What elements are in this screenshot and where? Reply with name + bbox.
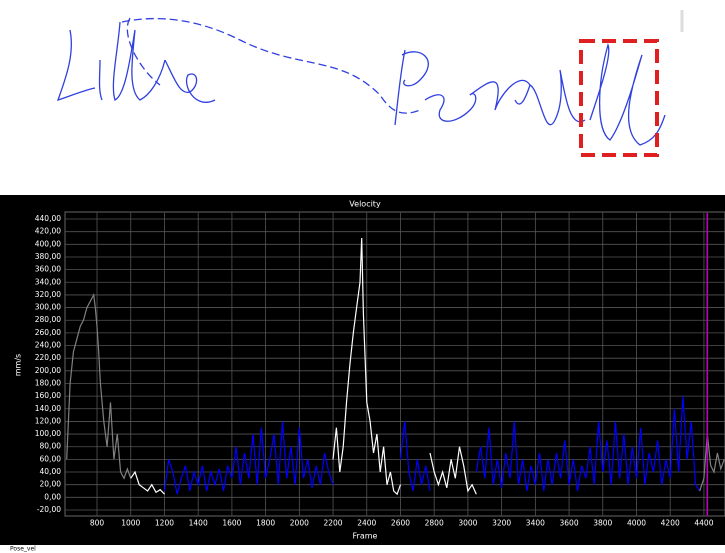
- x-tick-label: 2600: [391, 518, 410, 527]
- y-tick-label: 300,00: [35, 303, 61, 312]
- x-tick-label: 1800: [256, 518, 275, 527]
- y-tick-label: 60,00: [40, 454, 62, 463]
- y-axis-label: mm/s: [14, 354, 23, 376]
- handwriting: [58, 10, 682, 145]
- stroke: [530, 70, 585, 125]
- y-tick-label: 0,00: [44, 492, 61, 501]
- y-tick-label: 440,00: [35, 214, 61, 223]
- y-tick-label: 140,00: [35, 404, 61, 413]
- x-tick-label: 2400: [357, 518, 376, 527]
- screen: Velocity Frame mm/s Pose_vel 440,00 420,0…: [0, 0, 725, 553]
- y-tick-label: 340,00: [35, 277, 61, 286]
- y-tick-label: 320,00: [35, 290, 61, 299]
- x-axis-label: Frame: [353, 532, 378, 541]
- x-tick-label: 800: [90, 518, 105, 527]
- y-tick-label: 80,00: [40, 442, 62, 451]
- x-tick-label: 3800: [593, 518, 612, 527]
- y-tick-label: 240,00: [35, 341, 61, 350]
- y-tick-label: 200,00: [35, 366, 61, 375]
- y-tick-label: 220,00: [35, 353, 61, 362]
- x-tick-label: 1200: [155, 518, 174, 527]
- x-tick-label: 4000: [627, 518, 646, 527]
- stroke: [165, 60, 215, 102]
- y-tick-label: 380,00: [35, 252, 61, 261]
- stroke: [113, 22, 165, 100]
- stroke: [425, 94, 476, 122]
- footer-strip: [0, 545, 725, 553]
- dashed: [122, 19, 420, 114]
- stroke: [470, 80, 530, 110]
- y-tick-label: 260,00: [35, 328, 61, 337]
- x-tick-label: 2800: [425, 518, 444, 527]
- footer-label: Pose_vel: [10, 546, 36, 553]
- x-tick-label: 3000: [458, 518, 477, 527]
- x-tick-label: 4400: [694, 518, 713, 527]
- y-tick-label: 360,00: [35, 265, 61, 274]
- stroke: [590, 45, 665, 145]
- y-tick-label: 280,00: [35, 315, 61, 324]
- x-tick-label: 3200: [492, 518, 511, 527]
- y-tick-label: 120,00: [35, 416, 61, 425]
- y-tick-label: 180,00: [35, 378, 61, 387]
- x-tick-label: 3600: [560, 518, 579, 527]
- y-tick-label: 400,00: [35, 239, 61, 248]
- x-tick-label: 3400: [526, 518, 545, 527]
- stroke: [100, 60, 103, 100]
- y-tick-label: 160,00: [35, 391, 61, 400]
- x-tick-label: 1000: [121, 518, 140, 527]
- highlight-box: [581, 41, 657, 155]
- x-tick-label: 2200: [323, 518, 342, 527]
- page: Velocity Frame mm/s Pose_vel 440,00 420,0…: [0, 0, 725, 553]
- y-tick-label: 40,00: [40, 467, 62, 476]
- y-tick-label: 420,00: [35, 227, 61, 236]
- chart-title: Velocity: [349, 200, 381, 209]
- y-tick-label: 20,00: [40, 480, 62, 489]
- x-tick-label: 2000: [290, 518, 309, 527]
- stroke: [395, 50, 428, 125]
- x-tick-label: 4200: [661, 518, 680, 527]
- y-tick-label: 100,00: [35, 429, 61, 438]
- x-tick-label: 1600: [222, 518, 241, 527]
- x-tick-label: 1400: [189, 518, 208, 527]
- stroke: [58, 30, 95, 100]
- y-tick-label: -20,00: [37, 505, 61, 514]
